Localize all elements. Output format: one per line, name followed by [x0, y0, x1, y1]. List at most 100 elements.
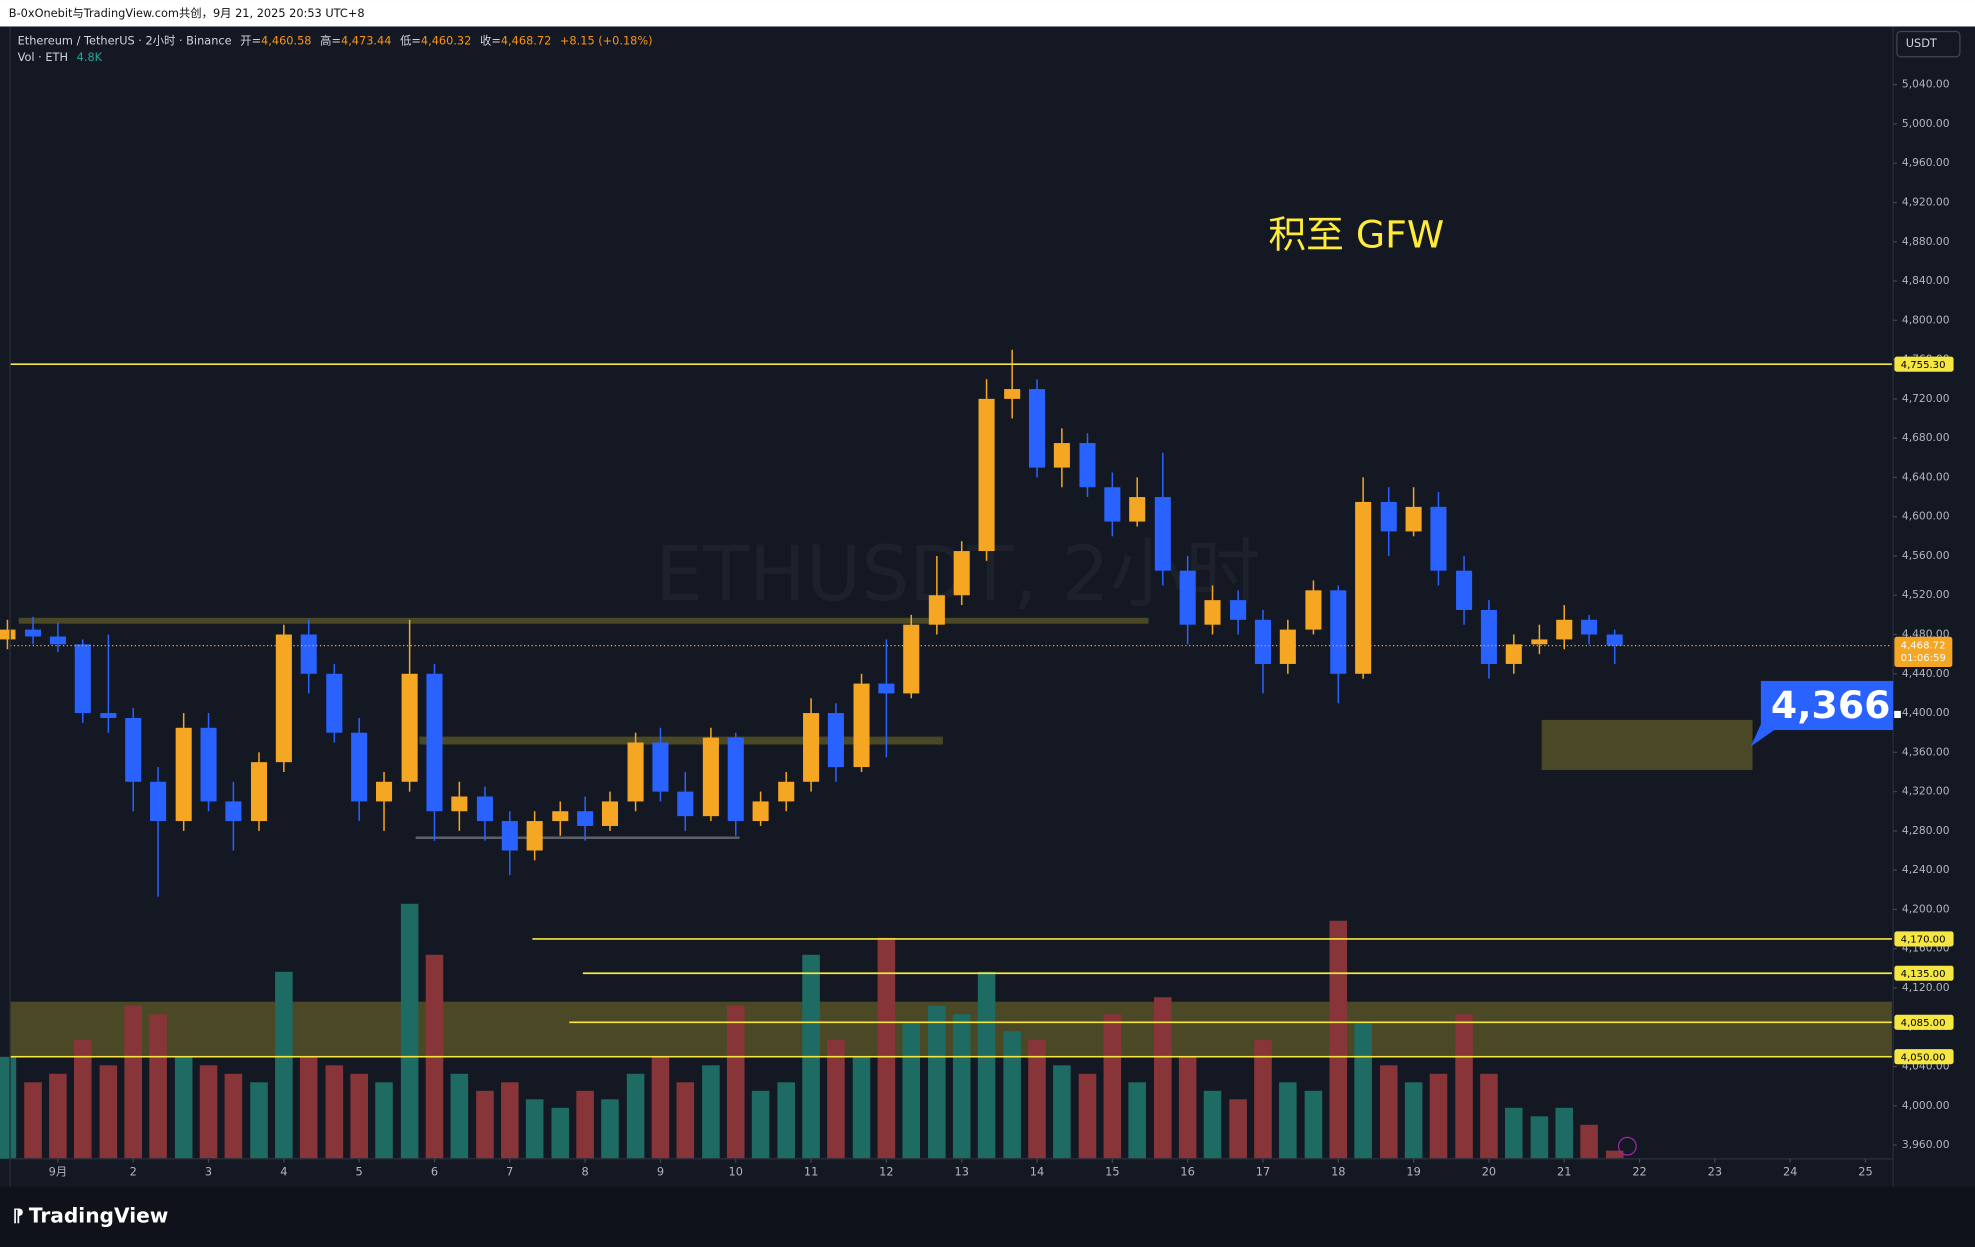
candle-body: [1279, 629, 1296, 664]
candle-body: [225, 801, 242, 822]
logo-mark: ⁋: [13, 1207, 24, 1227]
y-tick-label: 4,720.00: [1902, 392, 1950, 405]
x-tick-label: 2: [130, 1165, 137, 1179]
currency[interactable]: USDT: [1906, 36, 1937, 50]
x-tick-label: 18: [1331, 1165, 1345, 1179]
volume-bar: [1304, 1090, 1323, 1159]
volume-bar: [1555, 1107, 1574, 1159]
zone: [1541, 719, 1753, 771]
candle-body: [351, 732, 368, 802]
x-tick-label: 8: [582, 1165, 589, 1179]
currency-box[interactable]: [1896, 30, 1961, 58]
volume-legend: Vol · ETH 4.8K: [18, 50, 103, 64]
candle-body: [1154, 497, 1171, 571]
volume-bar: [576, 1090, 594, 1159]
candle-body: [953, 551, 970, 596]
ohlc-value: 4,460.58: [261, 34, 311, 48]
y-tick-label: 4,880.00: [1902, 235, 1950, 248]
x-tick-label: 7: [506, 1165, 513, 1179]
volume-bar: [1203, 1090, 1222, 1159]
candle-body: [0, 629, 16, 640]
y-tick-label: 4,920.00: [1902, 195, 1950, 208]
volume-bar: [877, 937, 896, 1159]
volume-bar: [199, 1065, 218, 1159]
volume-bar: [501, 1082, 519, 1159]
volume-bar: [1354, 1022, 1372, 1159]
candle-body: [1355, 501, 1372, 674]
candle-body: [74, 644, 91, 714]
volume-bar: [1254, 1039, 1272, 1159]
x-tick-label: 10: [729, 1165, 743, 1179]
y-tick-label: 4,400.00: [1902, 706, 1950, 719]
volume-bar: [325, 1065, 344, 1159]
candle-body: [401, 673, 418, 782]
candle-body: [1330, 590, 1347, 674]
volume-bar: [977, 971, 996, 1159]
volume-bar: [1504, 1107, 1523, 1159]
event-icon[interactable]: [1617, 1136, 1637, 1156]
candle-body: [1556, 619, 1573, 640]
candle-body: [552, 811, 569, 822]
x-tick-label: 21: [1557, 1165, 1571, 1179]
candle-body: [1129, 497, 1146, 522]
volume-bar: [224, 1073, 243, 1159]
last-price-tag: [1894, 636, 1953, 667]
candle-body: [727, 737, 744, 822]
candle-body: [1254, 619, 1272, 664]
candle-body: [702, 737, 719, 817]
y-tick-label: 4,120.00: [1902, 981, 1950, 994]
candle-body: [827, 713, 844, 768]
candle-body: [1430, 506, 1447, 571]
price-tag: [1894, 356, 1954, 372]
candle-body: [125, 717, 142, 782]
volume-bar: [1103, 1014, 1122, 1159]
candle-body: [375, 781, 393, 802]
candle-body: [1456, 570, 1473, 610]
candle-body: [526, 821, 543, 851]
volume-bar: [476, 1090, 494, 1159]
candle-body: [853, 683, 870, 768]
candle-body: [175, 727, 192, 822]
volume-bar: [1078, 1073, 1097, 1159]
candle-body: [627, 742, 644, 802]
volume-bar: [1404, 1082, 1423, 1159]
ohlc-key: 高=: [320, 34, 341, 48]
candle-body: [752, 801, 769, 822]
volume-bar: [777, 1082, 796, 1159]
price-tag-label: 4,085.00: [1901, 1018, 1946, 1029]
candle-body: [577, 811, 594, 826]
volume-bar: [726, 1005, 745, 1159]
candle-body: [300, 634, 317, 674]
volume-bar: [73, 1039, 92, 1159]
volume-bar: [149, 1014, 167, 1159]
change: +8.15 (+0.18%): [560, 34, 653, 48]
volume-bar: [1379, 1065, 1398, 1159]
volume-bar: [400, 903, 419, 1159]
candle-body: [978, 398, 995, 552]
volume-bar: [827, 1039, 845, 1159]
brand-logo[interactable]: ⁋ TradingView: [13, 1203, 169, 1227]
volume-bar: [601, 1099, 619, 1159]
x-tick-label: 4: [280, 1165, 287, 1179]
candle-body: [250, 762, 268, 822]
y-tick-label: 4,200.00: [1902, 902, 1950, 915]
candle-body: [326, 673, 343, 733]
volume-bar: [174, 1056, 193, 1159]
volume-bar: [751, 1090, 770, 1159]
candle-body: [1531, 639, 1548, 645]
candle-body: [1230, 600, 1247, 620]
legend-ohlc: Ethereum / TetherUS · 2小时 · Binance 开=4,…: [18, 34, 653, 48]
candle-body: [803, 713, 820, 782]
candle-body: [150, 781, 167, 822]
x-tick-label: 23: [1708, 1165, 1722, 1179]
candle-body: [1505, 644, 1522, 664]
price-tag: [1894, 1014, 1954, 1030]
zone: [18, 617, 1149, 624]
brand: TradingView: [29, 1203, 169, 1227]
candle-body: [1405, 506, 1422, 532]
volume-bar: [124, 1005, 143, 1159]
x-tick-label: 15: [1105, 1165, 1119, 1179]
volume-bar: [450, 1073, 469, 1159]
x-tick-label: 19: [1406, 1165, 1420, 1179]
